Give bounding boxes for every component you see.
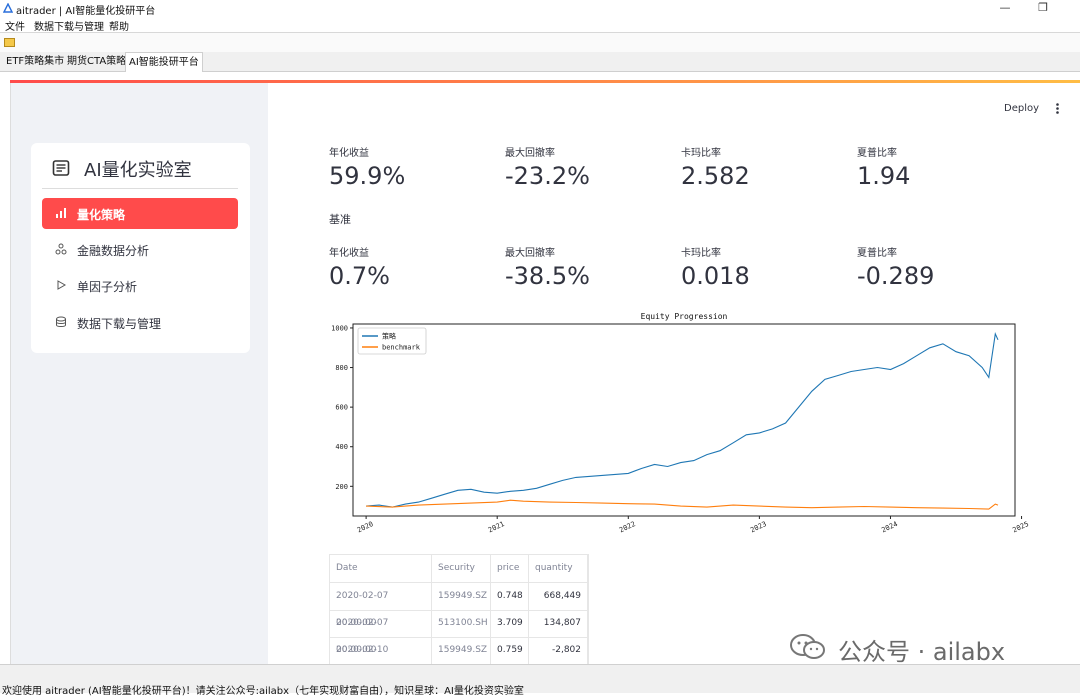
metric-label-annual-return: 年化收益 — [329, 148, 369, 159]
cell-security: 513100.SH — [432, 610, 491, 637]
x-tick-label: 2021 — [487, 520, 506, 534]
y-tick-label: 800 — [335, 364, 348, 372]
bench-value-sharpe: -0.289 — [857, 262, 935, 290]
watermark-text: 公众号 · ailabx — [838, 638, 1006, 666]
chart-title: Equity Progression — [641, 312, 728, 321]
table-row: 2020-02-10 00:00:00 159949.SZ 0.759 -2,8… — [330, 637, 588, 665]
bench-label-sharpe: 夏普比率 — [857, 248, 897, 259]
sidebar-item-label: 金融数据分析 — [77, 244, 150, 258]
metric-value-annual-return: 59.9% — [329, 162, 406, 190]
x-tick-label: 2023 — [749, 520, 768, 534]
menu-file[interactable]: 文件 — [5, 22, 25, 33]
tab-bar: ETF策略集市 期货CTA策略 AI智能投研平台 — [0, 52, 1080, 72]
cell-price: 3.709 — [491, 610, 529, 637]
kebab-menu-icon[interactable] — [1056, 103, 1059, 114]
bench-value-annual-return: 0.7% — [329, 262, 390, 290]
bench-value-max-drawdown: -38.5% — [505, 262, 590, 290]
sidebar-item-single-factor[interactable]: 单因子分析 — [42, 270, 238, 301]
table-row: 2020-02-07 00:00:00 513100.SH 3.709 134,… — [330, 610, 588, 655]
cell-price: 0.748 — [491, 583, 529, 610]
trades-table: Date Security price quantity 2020-02-07 … — [329, 554, 589, 665]
cell-quantity: 134,807 — [529, 610, 588, 637]
sidebar-card — [31, 143, 250, 353]
metric-label-max-drawdown: 最大回撤率 — [505, 148, 555, 159]
y-tick-label: 600 — [335, 404, 348, 412]
legend-label: benchmark — [382, 344, 421, 352]
app-logo-icon — [3, 3, 13, 13]
status-text: 欢迎使用 aitrader (AI智能量化投研平台)！请关注公众号:ailabx… — [2, 686, 524, 697]
window-title: aitrader | AI智能量化投研平台 — [16, 6, 156, 17]
play-icon — [57, 280, 67, 290]
database-icon — [56, 316, 66, 327]
toolbar — [0, 32, 1080, 53]
wechat-icon — [790, 634, 825, 659]
cell-date: 2020-02-07 00:00:00 — [330, 583, 432, 628]
sidebar-item-label: 量化策略 — [77, 208, 126, 222]
y-tick-label: 1000 — [331, 324, 348, 332]
col-security-header[interactable]: Security — [432, 555, 491, 582]
lab-icon — [52, 160, 70, 176]
sidebar-title: AI量化实验室 — [84, 160, 192, 181]
strategy-line — [366, 331, 999, 508]
network-icon — [55, 243, 67, 255]
sidebar-item-financial-analysis[interactable]: 金融数据分析 — [42, 234, 238, 265]
bench-label-annual-return: 年化收益 — [329, 248, 369, 259]
sidebar-item-label: 数据下载与管理 — [77, 317, 162, 331]
menu-bar: 文件 数据下载与管理 帮助 — [0, 17, 1080, 33]
folder-icon[interactable] — [4, 38, 15, 47]
col-date-header[interactable]: Date — [330, 555, 432, 582]
bench-label-max-drawdown: 最大回撤率 — [505, 248, 555, 259]
deploy-button[interactable]: Deploy — [1004, 103, 1040, 114]
plot-area — [352, 323, 1016, 517]
x-tick-label: 2022 — [618, 520, 637, 534]
restore-button[interactable]: ❐ — [1038, 1, 1048, 14]
cell-date: 2020-02-10 00:00:00 — [330, 637, 432, 664]
sidebar-item-label: 单因子分析 — [77, 280, 138, 294]
metric-value-sharpe: 1.94 — [857, 162, 911, 190]
tab-etf[interactable]: ETF策略集市 — [6, 56, 65, 67]
metric-label-calmar: 卡玛比率 — [681, 148, 721, 159]
minimize-button[interactable]: — — [999, 1, 1011, 14]
metric-value-calmar: 2.582 — [681, 162, 750, 190]
sidebar-item-data-management[interactable]: 数据下载与管理 — [42, 307, 238, 338]
table-header-row: Date Security price quantity — [330, 555, 588, 583]
menu-data-download[interactable]: 数据下载与管理 — [34, 22, 104, 33]
tab-cta[interactable]: 期货CTA策略 — [67, 56, 127, 67]
metric-value-max-drawdown: -23.2% — [505, 162, 590, 190]
bench-value-calmar: 0.018 — [681, 262, 750, 290]
x-tick-label: 2024 — [880, 520, 899, 534]
sidebar-item-quant-strategy[interactable]: 量化策略 — [42, 198, 238, 229]
status-bar: 欢迎使用 aitrader (AI智能量化投研平台)！请关注公众号:ailabx… — [0, 664, 1080, 697]
table-row: 2020-02-07 00:00:00 159949.SZ 0.748 668,… — [330, 583, 588, 628]
y-tick-label: 400 — [335, 443, 348, 451]
bar-chart-icon — [56, 208, 66, 218]
col-quantity-header[interactable]: quantity — [529, 555, 588, 582]
cell-security: 159949.SZ — [432, 583, 491, 610]
accent-line — [10, 80, 1080, 83]
metric-label-sharpe: 夏普比率 — [857, 148, 897, 159]
legend-label: 策略 — [382, 332, 396, 341]
equity-chart: Equity Progression 200 400 600 800 1000 2020 20… — [331, 312, 1029, 534]
cell-date: 2020-02-07 00:00:00 — [330, 610, 432, 655]
tab-ai-platform[interactable]: AI智能投研平台 — [125, 52, 203, 72]
divider — [42, 188, 238, 189]
x-tick-label: 2025 — [1011, 520, 1029, 534]
cell-security: 159949.SZ — [432, 637, 491, 664]
bench-label-calmar: 卡玛比率 — [681, 248, 721, 259]
x-tick-label: 2020 — [356, 520, 375, 534]
title-bar: aitrader | AI智能量化投研平台 — ❐ — [0, 0, 1080, 17]
cell-quantity: -2,802 — [529, 637, 588, 664]
cell-quantity: 668,449 — [529, 583, 588, 610]
col-price-header[interactable]: price — [491, 555, 529, 582]
y-tick-label: 200 — [335, 483, 348, 491]
benchmark-heading: 基准 — [329, 213, 351, 226]
menu-help[interactable]: 帮助 — [109, 22, 129, 33]
cell-price: 0.759 — [491, 637, 529, 664]
benchmark-line — [366, 499, 999, 510]
